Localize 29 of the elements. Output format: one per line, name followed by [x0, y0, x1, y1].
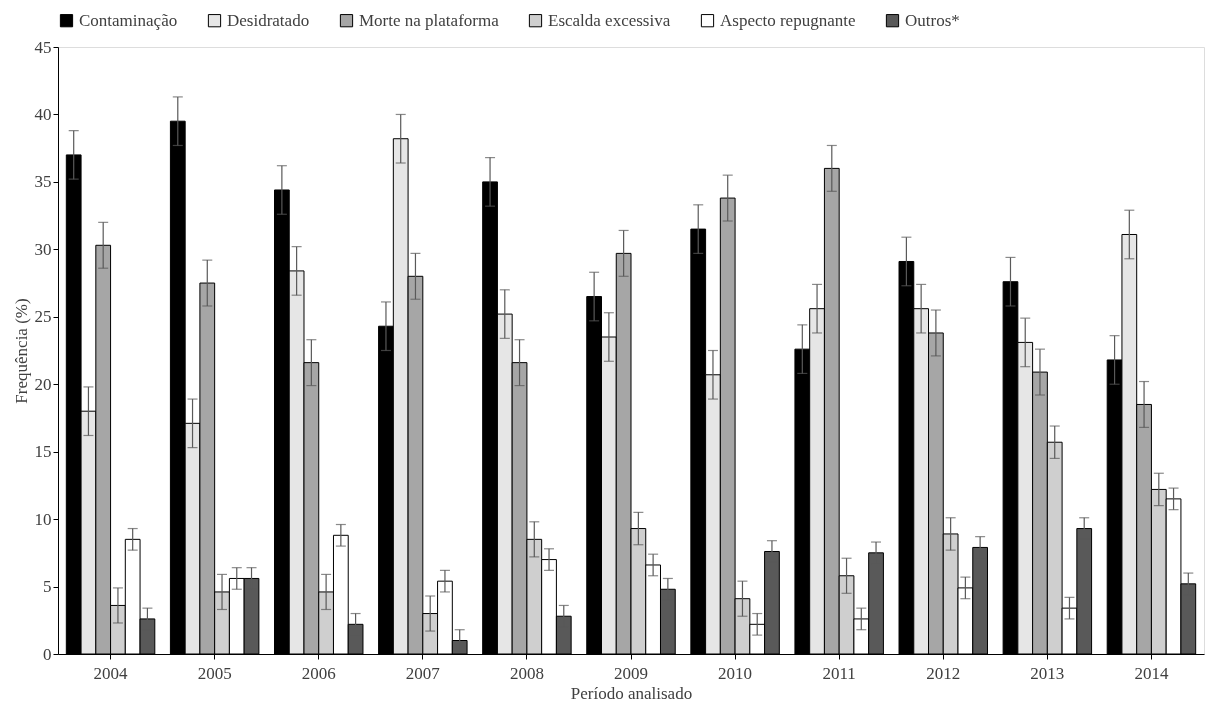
x-tick-label: 2008: [509, 663, 544, 683]
x-axis-title: Período analisado: [570, 683, 693, 703]
legend-label: Morte na plataforma: [359, 10, 500, 30]
x-tick-label: 2009: [614, 663, 648, 683]
legend-label: Outros*: [905, 10, 960, 30]
legend-label: Escalda excessiva: [548, 10, 671, 30]
x-tick-label: 2013: [1030, 663, 1065, 683]
y-tick-label: 45: [34, 37, 52, 57]
y-tick-label: 10: [34, 509, 52, 529]
legend-label: Contaminação: [79, 10, 178, 30]
y-tick-label: 15: [34, 442, 52, 462]
y-tick-label: 40: [34, 104, 52, 124]
y-tick-label: 35: [34, 172, 52, 192]
y-tick-label: 25: [34, 307, 52, 327]
legend-label: Desidratado: [227, 10, 310, 30]
x-tick-label: 2010: [718, 663, 753, 683]
y-tick-label: 20: [34, 374, 52, 394]
legend-label: Aspecto repugnante: [720, 10, 856, 30]
x-tick-label: 2005: [197, 663, 232, 683]
x-tick-label: 2004: [93, 663, 129, 683]
x-tick-label: 2007: [405, 663, 441, 683]
x-tick-label: 2014: [1134, 663, 1169, 683]
x-tick-label: 2011: [822, 663, 856, 683]
x-tick-label: 2006: [301, 663, 336, 683]
y-tick-label: 30: [34, 239, 52, 259]
y-axis-title: Frequência (%): [11, 298, 31, 404]
x-tick-label: 2012: [926, 663, 961, 683]
y-tick-label: 5: [43, 577, 52, 597]
y-tick-label: 0: [43, 644, 52, 664]
